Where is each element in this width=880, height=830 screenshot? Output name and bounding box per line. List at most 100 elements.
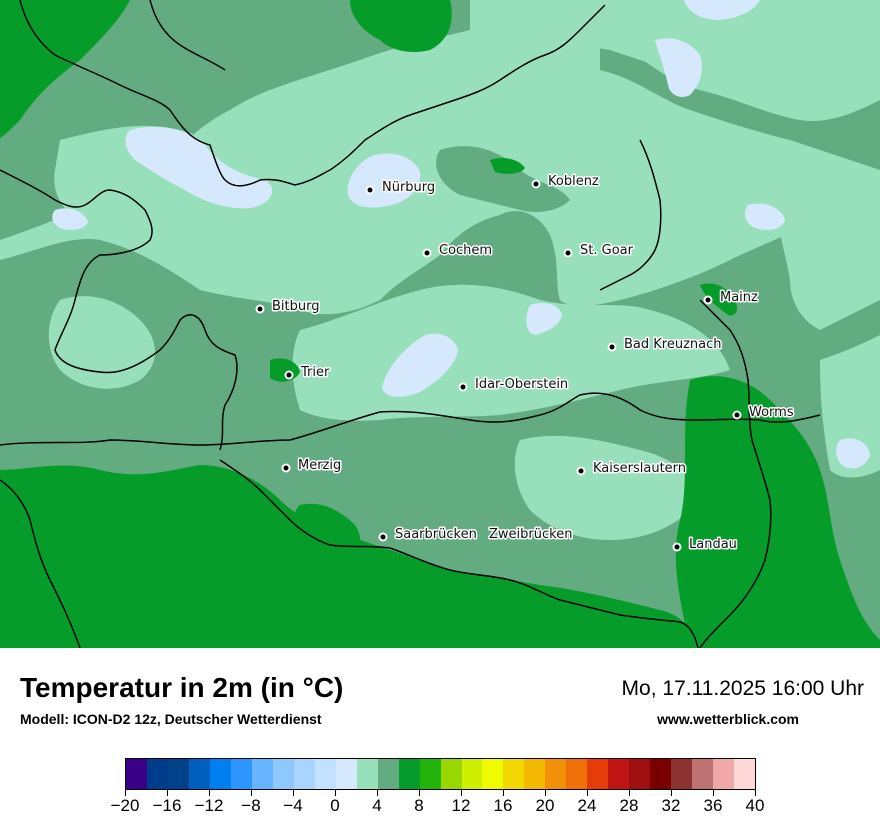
colorbar-tick [293, 790, 294, 796]
city-label-worms: Worms [749, 405, 794, 420]
colorbar-segment [734, 759, 756, 789]
colorbar-segment [482, 759, 504, 789]
weather-map: Nürburg Koblenz Cochem St. Goar Mainz Bitburg… [0, 0, 880, 648]
colorbar-tick-label: 12 [451, 796, 471, 815]
colorbar-tick [335, 790, 336, 796]
colorbar-segment [146, 759, 168, 789]
colorbar-segment [314, 759, 336, 789]
city-label-nürburg: Nürburg [382, 180, 435, 195]
colorbar-segment [566, 759, 588, 789]
city-dot-mainz [705, 297, 711, 303]
colorbar-segment [167, 759, 189, 789]
colorbar-tick-label: 28 [619, 796, 639, 815]
colorbar-segment [545, 759, 567, 789]
borders [0, 0, 821, 648]
colorbar-tick-label: 8 [414, 796, 424, 815]
colorbar-tick [251, 790, 252, 796]
colorbar-segment [377, 759, 399, 789]
colorbar-tick [671, 790, 672, 796]
colorbar-tick-label: 36 [703, 796, 723, 815]
colorbar-segment [419, 759, 441, 789]
city-dot-bad-kreuznach [609, 344, 615, 350]
city-dot-st-goar [565, 250, 571, 256]
colorbar-segment [335, 759, 357, 789]
colorbar-segment [713, 759, 735, 789]
colorbar-segment [188, 759, 210, 789]
colorbar-segment [461, 759, 483, 789]
city-label-kaiserslautern: Kaiserslautern [593, 461, 686, 476]
colorbar-segment [650, 759, 672, 789]
colorbar-segment [398, 759, 420, 789]
city-label-st-goar: St. Goar [580, 243, 634, 258]
city-label-saarbrücken: Saarbrücken [395, 527, 477, 542]
city-dot-idar-oberstein [460, 384, 466, 390]
colorbar-tick [167, 790, 168, 796]
colorbar-tick-label: 20 [535, 796, 555, 815]
band-0-2 [52, 0, 870, 469]
colorbar [125, 758, 756, 790]
city-label-bad-kreuznach: Bad Kreuznach [624, 337, 722, 352]
colorbar-tick-label: −4 [283, 796, 303, 815]
colorbar-segment [440, 759, 462, 789]
colorbar-segment [671, 759, 693, 789]
band-6-8 [0, 0, 880, 648]
colorbar-tick-label: 32 [661, 796, 681, 815]
colorbar-segment [251, 759, 273, 789]
city-dot-nürburg [367, 187, 373, 193]
city-label-idar-oberstein: Idar-Oberstein [475, 377, 568, 392]
city-dot-cochem [424, 250, 430, 256]
colorbar-segment [692, 759, 714, 789]
colorbar-tick [503, 790, 504, 796]
colorbar-tick-label: −12 [194, 796, 224, 815]
city-label-landau: Landau [689, 537, 737, 552]
forecast-datetime: Mo, 17.11.2025 16:00 Uhr [621, 677, 864, 700]
website-label: www.wetterblick.com [657, 711, 799, 727]
colorbar-tick [125, 790, 126, 796]
city-label-bitburg: Bitburg [272, 299, 320, 314]
city-label-zweibrücken: Zweibrücken [489, 527, 572, 542]
city-label-cochem: Cochem [439, 243, 492, 258]
colorbar-tick-label: 40 [745, 796, 765, 815]
colorbar-segment [272, 759, 294, 789]
city-dot-worms [734, 412, 740, 418]
map-canvas: Nürburg Koblenz Cochem St. Goar Mainz Bitburg… [0, 0, 880, 648]
colorbar-tick-label: 0 [330, 796, 340, 815]
colorbar-segment [126, 759, 147, 789]
colorbar-tick-label: 16 [493, 796, 513, 815]
colorbar-tick-label: −16 [152, 796, 182, 815]
colorbar-tick [755, 790, 756, 796]
colorbar-segment [356, 759, 378, 789]
city-dot-kaiserslautern [578, 468, 584, 474]
city-label-merzig: Merzig [298, 458, 341, 473]
city-label-koblenz: Koblenz [548, 174, 599, 189]
colorbar-tick [545, 790, 546, 796]
colorbar-segment [524, 759, 546, 789]
footer [0, 648, 880, 830]
city-dot-merzig [283, 465, 289, 471]
colorbar-tick [629, 790, 630, 796]
city-dot-bitburg [257, 306, 263, 312]
colorbar-segment [587, 759, 609, 789]
colorbar-tick-label: −20 [110, 796, 140, 815]
colorbar-tick [377, 790, 378, 796]
colorbar-tick [419, 790, 420, 796]
colorbar-ticks: −20 −16 −12 −8 −4 0 4 8 12 16 20 24 28 32 36 40 [0, 790, 880, 826]
colorbar-segment [608, 759, 630, 789]
city-dot-trier [286, 372, 292, 378]
colorbar-tick [209, 790, 210, 796]
city-label-trier: Trier [300, 365, 330, 380]
map-title: Temperatur in 2m (in °C) [20, 672, 344, 703]
colorbar-segment [503, 759, 525, 789]
model-info: Modell: ICON-D2 12z, Deutscher Wetterdie… [20, 711, 322, 727]
colorbar-segment [293, 759, 315, 789]
colorbar-tick-label: −8 [241, 796, 261, 815]
city-dot-koblenz [533, 181, 539, 187]
colorbar-tick [587, 790, 588, 796]
city-label-mainz: Mainz [720, 290, 758, 305]
colorbar-tick-label: 24 [577, 796, 597, 815]
city-dot-landau [674, 544, 680, 550]
colorbar-tick [713, 790, 714, 796]
colorbar-segment [209, 759, 231, 789]
city-markers: Nürburg Koblenz Cochem St. Goar Mainz Bitburg… [255, 173, 795, 554]
colorbar-segment [629, 759, 651, 789]
